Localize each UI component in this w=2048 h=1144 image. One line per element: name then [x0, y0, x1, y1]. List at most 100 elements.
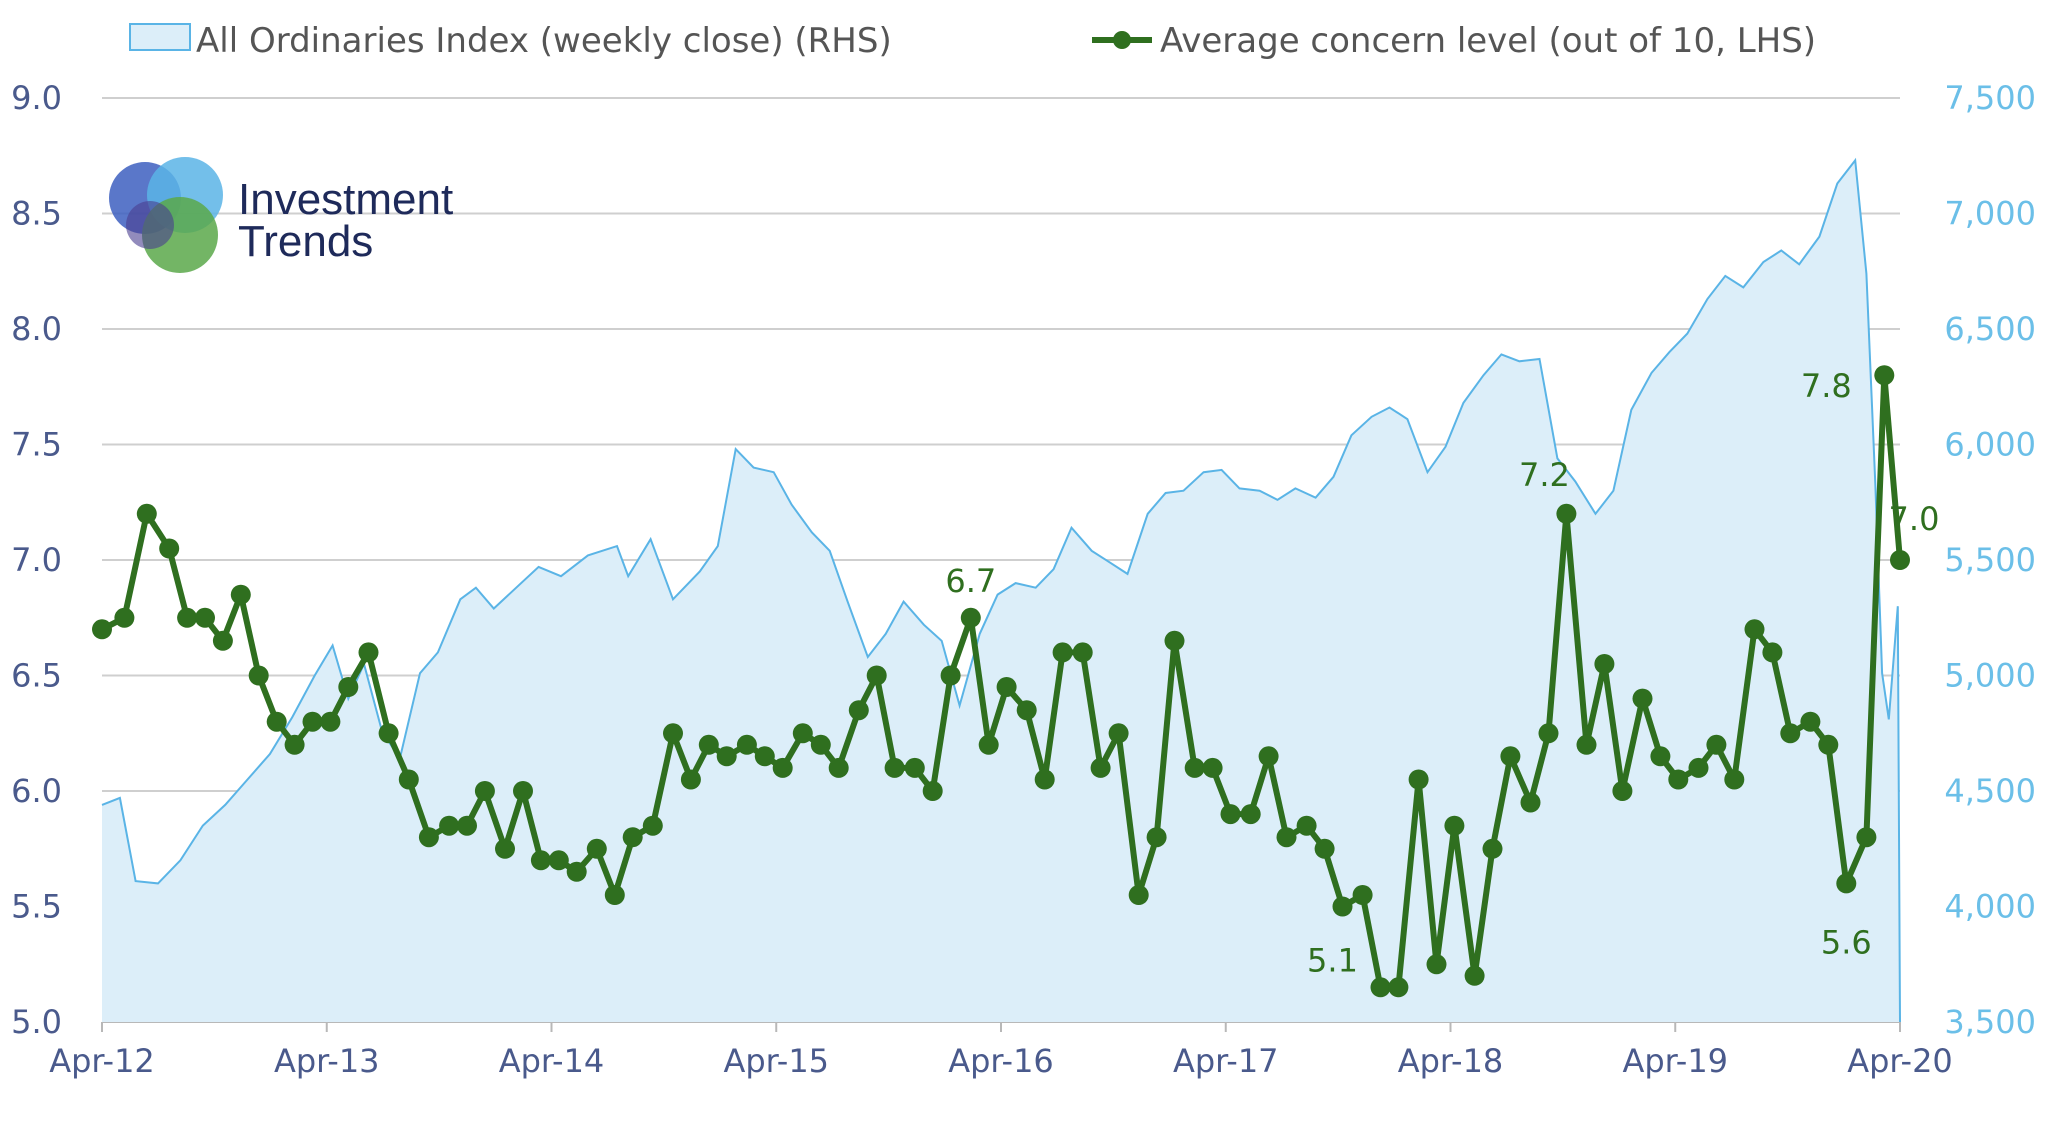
concern-point: [320, 711, 341, 732]
concern-point: [1426, 954, 1447, 975]
concern-point: [495, 838, 515, 859]
concern-point: [1650, 746, 1671, 767]
concern-point: [663, 723, 683, 744]
concern-point: [1352, 885, 1373, 905]
concern-point: [1388, 977, 1409, 998]
concern-point: [284, 734, 305, 755]
concern-point: [810, 734, 831, 755]
data-label: 6.7: [945, 562, 996, 600]
x-tick-label: Apr-19: [1622, 1042, 1728, 1080]
x-axis-ticks: Apr-12 Apr-13 Apr-14 Apr-15 Apr-16 Apr-17 Apr-…: [49, 1022, 1953, 1080]
concern-point: [1576, 734, 1597, 755]
concern-point: [1258, 746, 1279, 767]
concern-point: [736, 734, 757, 755]
concern-point: [195, 607, 215, 628]
data-label: 7.2: [1519, 456, 1570, 494]
logo-text-line2: Trends: [238, 217, 373, 266]
concern-point: [358, 642, 379, 663]
concern-point: [398, 769, 419, 790]
concern-point: [1128, 885, 1149, 905]
concern-point: [642, 815, 663, 836]
concern-point: [1464, 965, 1485, 986]
concern-point: [418, 827, 439, 848]
concern-point: [1184, 757, 1205, 778]
concern-point: [1594, 654, 1615, 674]
concern-point: [884, 757, 905, 778]
right-tick-label: 5,500: [1944, 541, 2036, 579]
right-tick-label: 4,500: [1944, 772, 2036, 810]
right-tick-label: 6,500: [1944, 310, 2036, 348]
concern-point: [1632, 688, 1653, 709]
concern-point: [940, 665, 961, 686]
right-tick-label: 4,000: [1944, 888, 2036, 926]
concern-point: [716, 746, 737, 767]
concern-point: [530, 850, 551, 871]
left-tick-label: 7.0: [11, 541, 62, 579]
left-tick-label: 8.0: [11, 310, 62, 348]
concern-point: [1072, 642, 1093, 663]
left-tick-label: 6.5: [11, 657, 62, 695]
left-tick-label: 5.0: [11, 1003, 62, 1041]
concern-point: [1202, 757, 1223, 778]
concern-point: [566, 861, 587, 882]
legend-label-index: All Ordinaries Index (weekly close) (RHS…: [196, 21, 892, 61]
concern-point: [1762, 642, 1783, 663]
legend: All Ordinaries Index (weekly close) (RHS…: [129, 21, 1816, 61]
concern-point: [1612, 781, 1633, 801]
x-tick-label: Apr-20: [1847, 1042, 1953, 1080]
concern-point: [1034, 769, 1055, 790]
concern-point: [1724, 769, 1745, 790]
left-tick-label: 5.5: [11, 888, 62, 926]
concern-point: [248, 665, 269, 686]
right-tick-label: 6,000: [1944, 426, 2036, 464]
investment-trends-logo: Investment Trends: [109, 157, 453, 273]
concern-point: [1890, 550, 1910, 570]
concern-point: [904, 757, 925, 778]
concern-point: [474, 781, 495, 801]
right-tick-label: 7,000: [1944, 195, 2036, 233]
x-tick-label: Apr-16: [948, 1042, 1054, 1080]
concern-point: [1090, 757, 1111, 778]
concern-point: [622, 827, 643, 848]
concern-point: [457, 815, 477, 836]
concern-point: [266, 711, 287, 732]
concern-point: [772, 757, 793, 778]
data-label: 5.6: [1821, 923, 1872, 961]
concern-point: [996, 677, 1017, 697]
x-tick-label: Apr-18: [1398, 1042, 1504, 1080]
concern-point: [230, 584, 251, 605]
concern-point: [1780, 723, 1801, 744]
concern-point: [212, 630, 233, 651]
concern-point: [338, 677, 359, 697]
concern-point: [302, 711, 323, 732]
concern-point: [159, 538, 180, 559]
logo-text-line1: Investment: [238, 175, 453, 224]
concern-point: [1556, 503, 1577, 524]
concern-point: [1520, 792, 1541, 813]
legend-swatch-index: [129, 23, 191, 51]
left-tick-label: 9.0: [11, 79, 62, 117]
concern-point: [1538, 723, 1559, 744]
concern-point: [1668, 769, 1689, 790]
concern-point: [1444, 815, 1465, 836]
concern-point: [1874, 365, 1895, 386]
right-tick-label: 5,000: [1944, 657, 2036, 695]
left-tick-label: 8.5: [11, 195, 62, 233]
concern-point: [513, 781, 533, 801]
concern-point: [586, 838, 607, 859]
concern-point: [1240, 804, 1261, 825]
concern-point: [1500, 746, 1521, 767]
concern-point: [1706, 734, 1727, 755]
left-tick-label: 7.5: [11, 426, 62, 464]
concern-point: [439, 815, 460, 836]
concern-point: [828, 757, 849, 778]
legend-label-concern: Average concern level (out of 10, LHS): [1160, 21, 1816, 61]
concern-point: [1146, 827, 1167, 848]
concern-point: [754, 746, 775, 767]
concern-point: [1108, 723, 1129, 744]
data-labels: 6.7 5.1 7.2 7.8 7.0 5.6: [945, 367, 1939, 979]
concern-point: [978, 734, 999, 755]
x-tick-label: Apr-14: [499, 1042, 605, 1080]
x-tick-label: Apr-15: [723, 1042, 829, 1080]
